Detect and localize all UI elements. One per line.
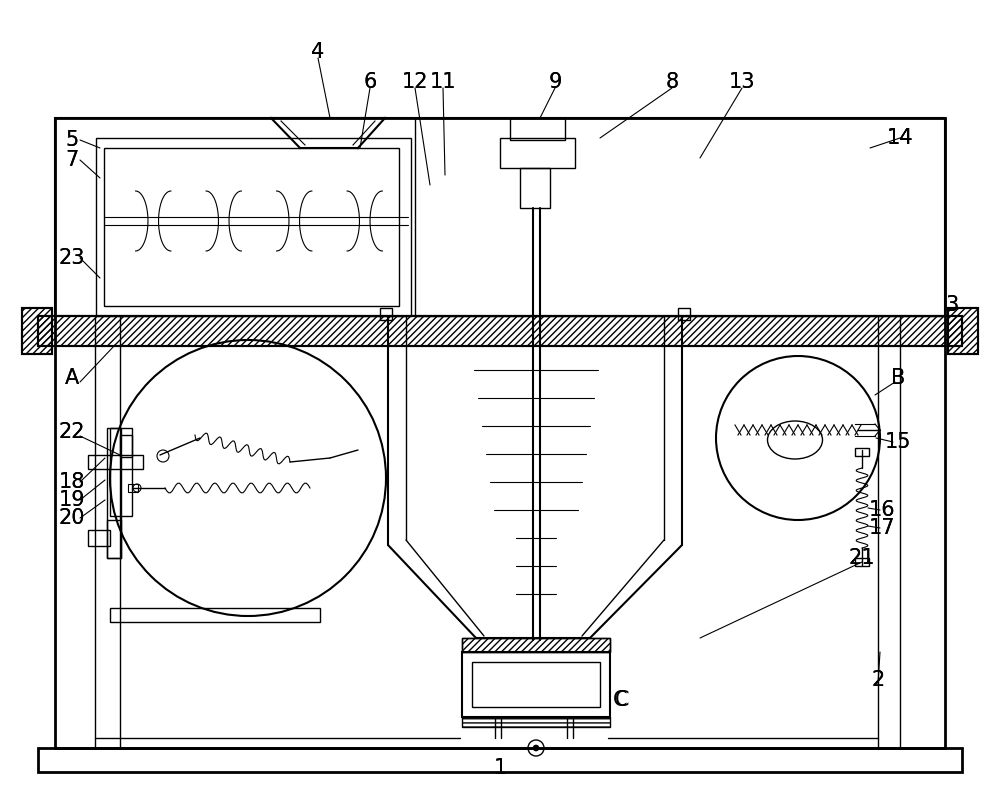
Bar bbox=[120, 435, 132, 457]
Bar bbox=[38, 748, 962, 772]
Text: 19: 19 bbox=[59, 490, 85, 510]
Text: 3: 3 bbox=[945, 295, 959, 315]
Bar bbox=[500, 138, 575, 168]
Bar bbox=[107, 520, 121, 558]
Bar bbox=[678, 308, 690, 320]
Text: 17: 17 bbox=[869, 518, 895, 538]
Bar bbox=[55, 118, 945, 748]
Text: C: C bbox=[615, 690, 629, 710]
Circle shape bbox=[533, 745, 539, 751]
Bar bbox=[38, 316, 962, 346]
Bar bbox=[380, 308, 392, 320]
Text: 6: 6 bbox=[363, 72, 377, 92]
Bar bbox=[472, 662, 600, 707]
Bar bbox=[22, 308, 52, 354]
Text: 15: 15 bbox=[885, 432, 911, 452]
Text: A: A bbox=[65, 368, 79, 388]
Text: 7: 7 bbox=[65, 150, 79, 170]
Text: 20: 20 bbox=[59, 508, 85, 528]
Bar bbox=[88, 530, 110, 546]
Text: 7: 7 bbox=[65, 150, 79, 170]
Bar bbox=[128, 484, 138, 492]
Text: 23: 23 bbox=[59, 248, 85, 268]
Text: 16: 16 bbox=[869, 500, 895, 520]
Bar bbox=[104, 148, 399, 306]
Text: 13: 13 bbox=[729, 72, 755, 92]
Text: 14: 14 bbox=[887, 128, 913, 148]
Bar bbox=[415, 118, 945, 316]
Text: 11: 11 bbox=[430, 72, 456, 92]
Text: 2: 2 bbox=[871, 670, 885, 690]
Text: B: B bbox=[891, 368, 905, 388]
Bar bbox=[855, 558, 869, 566]
Text: 4: 4 bbox=[311, 42, 325, 62]
Text: 11: 11 bbox=[430, 72, 456, 92]
Text: 17: 17 bbox=[869, 518, 895, 538]
Text: 18: 18 bbox=[59, 472, 85, 492]
Bar bbox=[520, 168, 550, 208]
Bar bbox=[948, 308, 978, 354]
Text: 5: 5 bbox=[65, 130, 79, 150]
Text: 5: 5 bbox=[65, 130, 79, 150]
Bar bbox=[462, 638, 610, 652]
Text: 8: 8 bbox=[665, 72, 679, 92]
Text: 22: 22 bbox=[59, 422, 85, 442]
Text: 21: 21 bbox=[849, 548, 875, 568]
Text: 2: 2 bbox=[871, 670, 885, 690]
Text: 13: 13 bbox=[729, 72, 755, 92]
Bar bbox=[38, 316, 962, 346]
Bar bbox=[110, 608, 320, 622]
Text: 22: 22 bbox=[59, 422, 85, 442]
Text: A: A bbox=[65, 368, 79, 388]
Bar bbox=[510, 118, 565, 140]
Text: 16: 16 bbox=[869, 500, 895, 520]
Bar bbox=[462, 717, 610, 727]
Bar bbox=[948, 308, 978, 354]
Text: 15: 15 bbox=[885, 432, 911, 452]
Text: C: C bbox=[613, 690, 627, 710]
Bar bbox=[855, 448, 869, 456]
Bar bbox=[96, 138, 411, 316]
Text: 3: 3 bbox=[945, 295, 959, 315]
Text: 4: 4 bbox=[311, 42, 325, 62]
Text: 9: 9 bbox=[548, 72, 562, 92]
Bar bbox=[55, 118, 945, 316]
Text: 1: 1 bbox=[493, 758, 507, 778]
Text: 19: 19 bbox=[59, 490, 85, 510]
Text: B: B bbox=[891, 368, 905, 388]
Bar bbox=[107, 428, 121, 558]
Bar bbox=[462, 652, 610, 717]
Bar bbox=[88, 455, 143, 469]
Text: 14: 14 bbox=[887, 128, 913, 148]
Text: 20: 20 bbox=[59, 508, 85, 528]
Text: 23: 23 bbox=[59, 248, 85, 268]
Text: 6: 6 bbox=[363, 72, 377, 92]
Text: 9: 9 bbox=[548, 72, 562, 92]
Text: 12: 12 bbox=[402, 72, 428, 92]
Text: 18: 18 bbox=[59, 472, 85, 492]
Text: 12: 12 bbox=[402, 72, 428, 92]
Text: 14: 14 bbox=[887, 128, 913, 148]
Bar bbox=[462, 638, 610, 652]
Bar bbox=[22, 308, 52, 354]
Text: 8: 8 bbox=[665, 72, 679, 92]
Bar bbox=[110, 428, 132, 516]
Text: 21: 21 bbox=[849, 548, 875, 568]
Text: 1: 1 bbox=[493, 758, 507, 778]
